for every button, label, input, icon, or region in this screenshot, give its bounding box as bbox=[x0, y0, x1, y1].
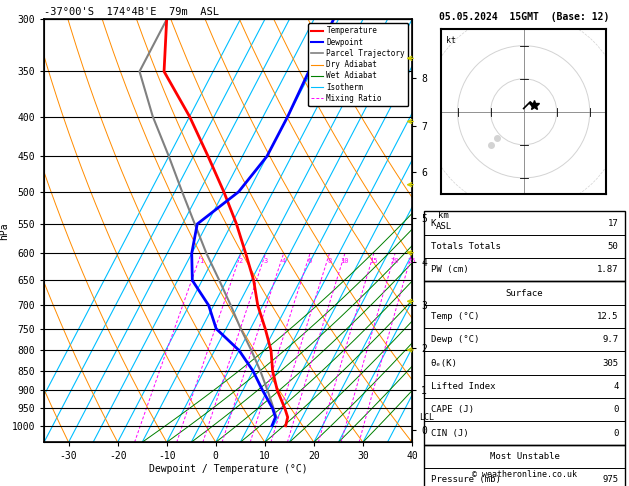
Text: © weatheronline.co.uk: © weatheronline.co.uk bbox=[472, 469, 577, 479]
Text: 4: 4 bbox=[613, 382, 618, 391]
Text: CIN (J): CIN (J) bbox=[431, 429, 468, 437]
Legend: Temperature, Dewpoint, Parcel Trajectory, Dry Adiabat, Wet Adiabat, Isotherm, Mi: Temperature, Dewpoint, Parcel Trajectory… bbox=[308, 23, 408, 106]
Text: 6: 6 bbox=[308, 258, 312, 263]
Bar bbox=[425, 445, 625, 486]
Text: Totals Totals: Totals Totals bbox=[431, 242, 501, 251]
Text: 975: 975 bbox=[603, 475, 618, 484]
Text: Temp (°C): Temp (°C) bbox=[431, 312, 479, 321]
Text: 50: 50 bbox=[608, 242, 618, 251]
Text: 8: 8 bbox=[327, 258, 331, 263]
Text: 1.87: 1.87 bbox=[597, 265, 618, 274]
Text: 05.05.2024  15GMT  (Base: 12): 05.05.2024 15GMT (Base: 12) bbox=[440, 12, 610, 22]
Text: θₑ(K): θₑ(K) bbox=[431, 359, 457, 367]
Text: K: K bbox=[431, 219, 436, 227]
Text: 3: 3 bbox=[264, 258, 268, 263]
Text: Surface: Surface bbox=[506, 289, 543, 297]
Text: 20: 20 bbox=[391, 258, 399, 263]
Text: -37°00'S  174°4B'E  79m  ASL: -37°00'S 174°4B'E 79m ASL bbox=[44, 7, 219, 17]
Text: 12.5: 12.5 bbox=[597, 312, 618, 321]
Y-axis label: hPa: hPa bbox=[0, 222, 9, 240]
Y-axis label: km
ASL: km ASL bbox=[435, 211, 452, 231]
Text: kt: kt bbox=[446, 36, 456, 45]
Text: 0: 0 bbox=[613, 429, 618, 437]
Text: 15: 15 bbox=[370, 258, 378, 263]
Text: 1: 1 bbox=[199, 258, 203, 263]
X-axis label: Dewpoint / Temperature (°C): Dewpoint / Temperature (°C) bbox=[148, 464, 308, 474]
Text: Most Unstable: Most Unstable bbox=[489, 452, 560, 461]
Text: 0: 0 bbox=[613, 405, 618, 414]
Text: CAPE (J): CAPE (J) bbox=[431, 405, 474, 414]
Text: 305: 305 bbox=[603, 359, 618, 367]
Text: Pressure (mb): Pressure (mb) bbox=[431, 475, 501, 484]
Bar bbox=[425, 211, 625, 281]
Text: 9.7: 9.7 bbox=[603, 335, 618, 344]
Text: 17: 17 bbox=[608, 219, 618, 227]
Text: 25: 25 bbox=[408, 258, 416, 263]
Text: Dewp (°C): Dewp (°C) bbox=[431, 335, 479, 344]
Text: LCL: LCL bbox=[419, 413, 434, 422]
Text: Lifted Index: Lifted Index bbox=[431, 382, 495, 391]
Text: 4: 4 bbox=[282, 258, 286, 263]
Text: PW (cm): PW (cm) bbox=[431, 265, 468, 274]
Text: 2: 2 bbox=[239, 258, 243, 263]
Text: 10: 10 bbox=[341, 258, 349, 263]
Bar bbox=[425, 281, 625, 445]
